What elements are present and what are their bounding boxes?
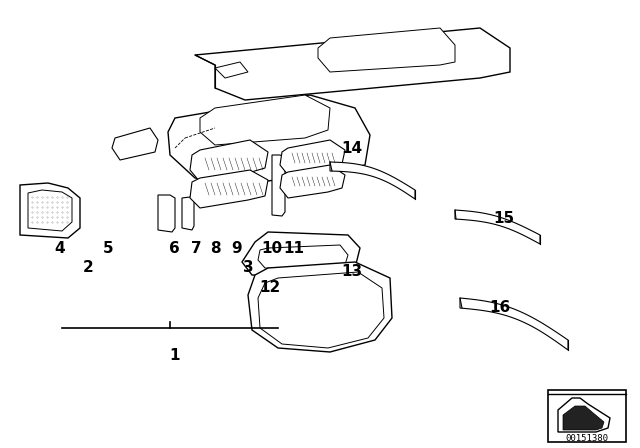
Polygon shape	[272, 155, 285, 216]
Text: 14: 14	[341, 141, 363, 155]
Polygon shape	[168, 95, 370, 185]
Text: 7: 7	[191, 241, 202, 255]
Polygon shape	[158, 195, 175, 232]
Polygon shape	[28, 190, 72, 231]
Polygon shape	[318, 28, 455, 72]
Text: 13: 13	[341, 264, 363, 280]
Text: 16: 16	[490, 301, 511, 315]
Polygon shape	[330, 162, 415, 199]
Text: 5: 5	[102, 241, 113, 255]
Text: 10: 10	[261, 241, 283, 255]
Polygon shape	[460, 298, 568, 350]
Text: 11: 11	[284, 241, 305, 255]
Bar	[548, 390, 626, 442]
Polygon shape	[558, 398, 610, 432]
Text: 12: 12	[259, 280, 280, 296]
Text: 15: 15	[493, 211, 515, 225]
Text: 00151380: 00151380	[566, 434, 609, 443]
Polygon shape	[258, 272, 384, 348]
Text: 1: 1	[170, 348, 180, 362]
Text: 3: 3	[243, 260, 253, 276]
Polygon shape	[190, 170, 268, 208]
Polygon shape	[215, 62, 248, 78]
Text: 4: 4	[54, 241, 65, 255]
Text: 9: 9	[232, 241, 243, 255]
Polygon shape	[200, 95, 330, 145]
Text: 8: 8	[210, 241, 220, 255]
Polygon shape	[280, 165, 345, 198]
Polygon shape	[112, 128, 158, 160]
Polygon shape	[195, 28, 510, 100]
Polygon shape	[455, 210, 540, 244]
Polygon shape	[563, 406, 604, 430]
Polygon shape	[190, 140, 268, 182]
Polygon shape	[258, 245, 348, 270]
Polygon shape	[248, 262, 392, 352]
Polygon shape	[280, 140, 345, 175]
Text: 6: 6	[168, 241, 179, 255]
Polygon shape	[20, 183, 80, 238]
Polygon shape	[182, 197, 194, 230]
Text: 2: 2	[83, 260, 93, 276]
Polygon shape	[242, 232, 360, 278]
